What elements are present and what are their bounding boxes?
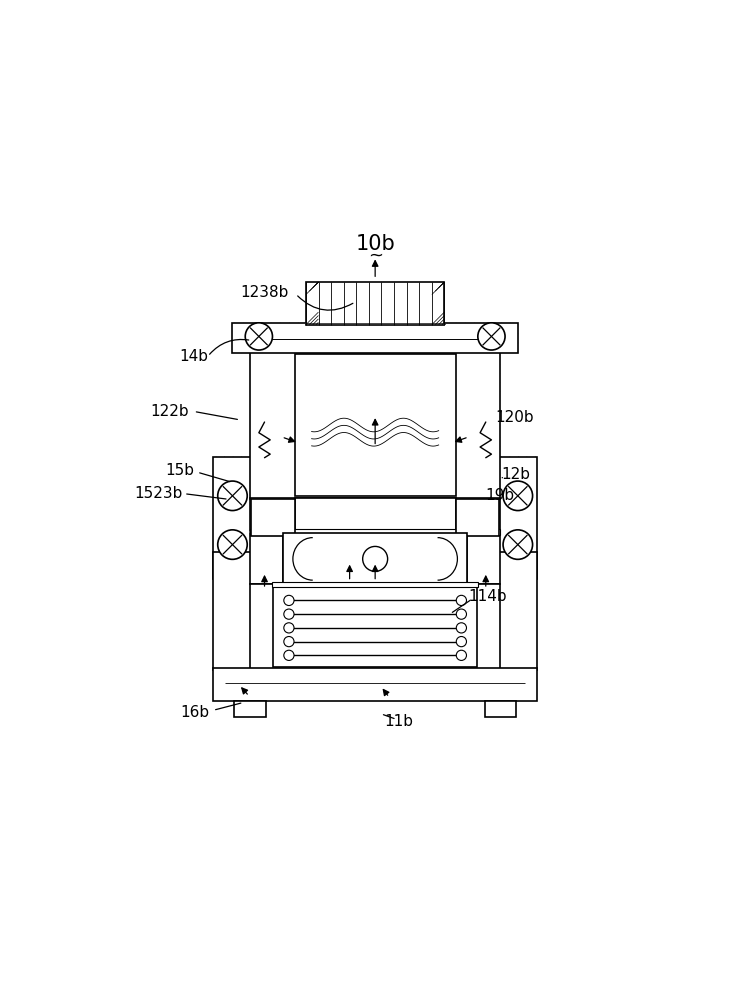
Text: 14b: 14b xyxy=(179,349,208,364)
Circle shape xyxy=(284,650,294,660)
Bar xyxy=(250,533,283,584)
Bar xyxy=(498,457,537,579)
Circle shape xyxy=(456,595,466,606)
Circle shape xyxy=(217,530,247,559)
Text: 19b: 19b xyxy=(485,488,515,503)
Text: 1523b: 1523b xyxy=(134,486,182,501)
Bar xyxy=(305,323,446,324)
Bar xyxy=(214,668,537,701)
Circle shape xyxy=(284,637,294,647)
Bar xyxy=(214,457,252,579)
Bar xyxy=(499,552,537,670)
Text: 15b: 15b xyxy=(165,463,194,478)
Circle shape xyxy=(245,323,272,350)
Text: 12b: 12b xyxy=(501,467,531,482)
Text: 11b: 11b xyxy=(384,714,414,729)
Circle shape xyxy=(217,481,247,511)
Circle shape xyxy=(284,623,294,633)
Bar xyxy=(294,498,456,531)
Bar xyxy=(250,351,500,499)
Text: 1238b: 1238b xyxy=(240,285,288,300)
Bar xyxy=(273,587,477,667)
Bar xyxy=(306,282,444,325)
Circle shape xyxy=(284,609,294,619)
Bar xyxy=(294,354,456,496)
Bar xyxy=(214,552,251,670)
Bar xyxy=(456,499,498,536)
Bar xyxy=(232,323,518,353)
Bar xyxy=(250,498,500,531)
Text: 122b: 122b xyxy=(151,404,189,419)
Text: 114b: 114b xyxy=(468,589,507,604)
Bar xyxy=(250,584,500,670)
Circle shape xyxy=(456,650,466,660)
Text: 120b: 120b xyxy=(495,410,534,425)
Circle shape xyxy=(456,623,466,633)
Text: ~: ~ xyxy=(367,246,383,264)
Bar xyxy=(272,582,479,587)
Circle shape xyxy=(284,595,294,606)
Bar xyxy=(252,499,294,536)
Text: 10b: 10b xyxy=(355,234,395,254)
Bar xyxy=(250,529,500,535)
Circle shape xyxy=(456,637,466,647)
Bar xyxy=(467,533,500,584)
Bar xyxy=(485,701,516,717)
Circle shape xyxy=(362,546,388,571)
Bar xyxy=(283,533,467,584)
Circle shape xyxy=(503,530,533,559)
Circle shape xyxy=(478,323,505,350)
Circle shape xyxy=(503,481,533,511)
Bar xyxy=(234,701,266,717)
Circle shape xyxy=(456,609,466,619)
Text: 16b: 16b xyxy=(181,705,210,720)
